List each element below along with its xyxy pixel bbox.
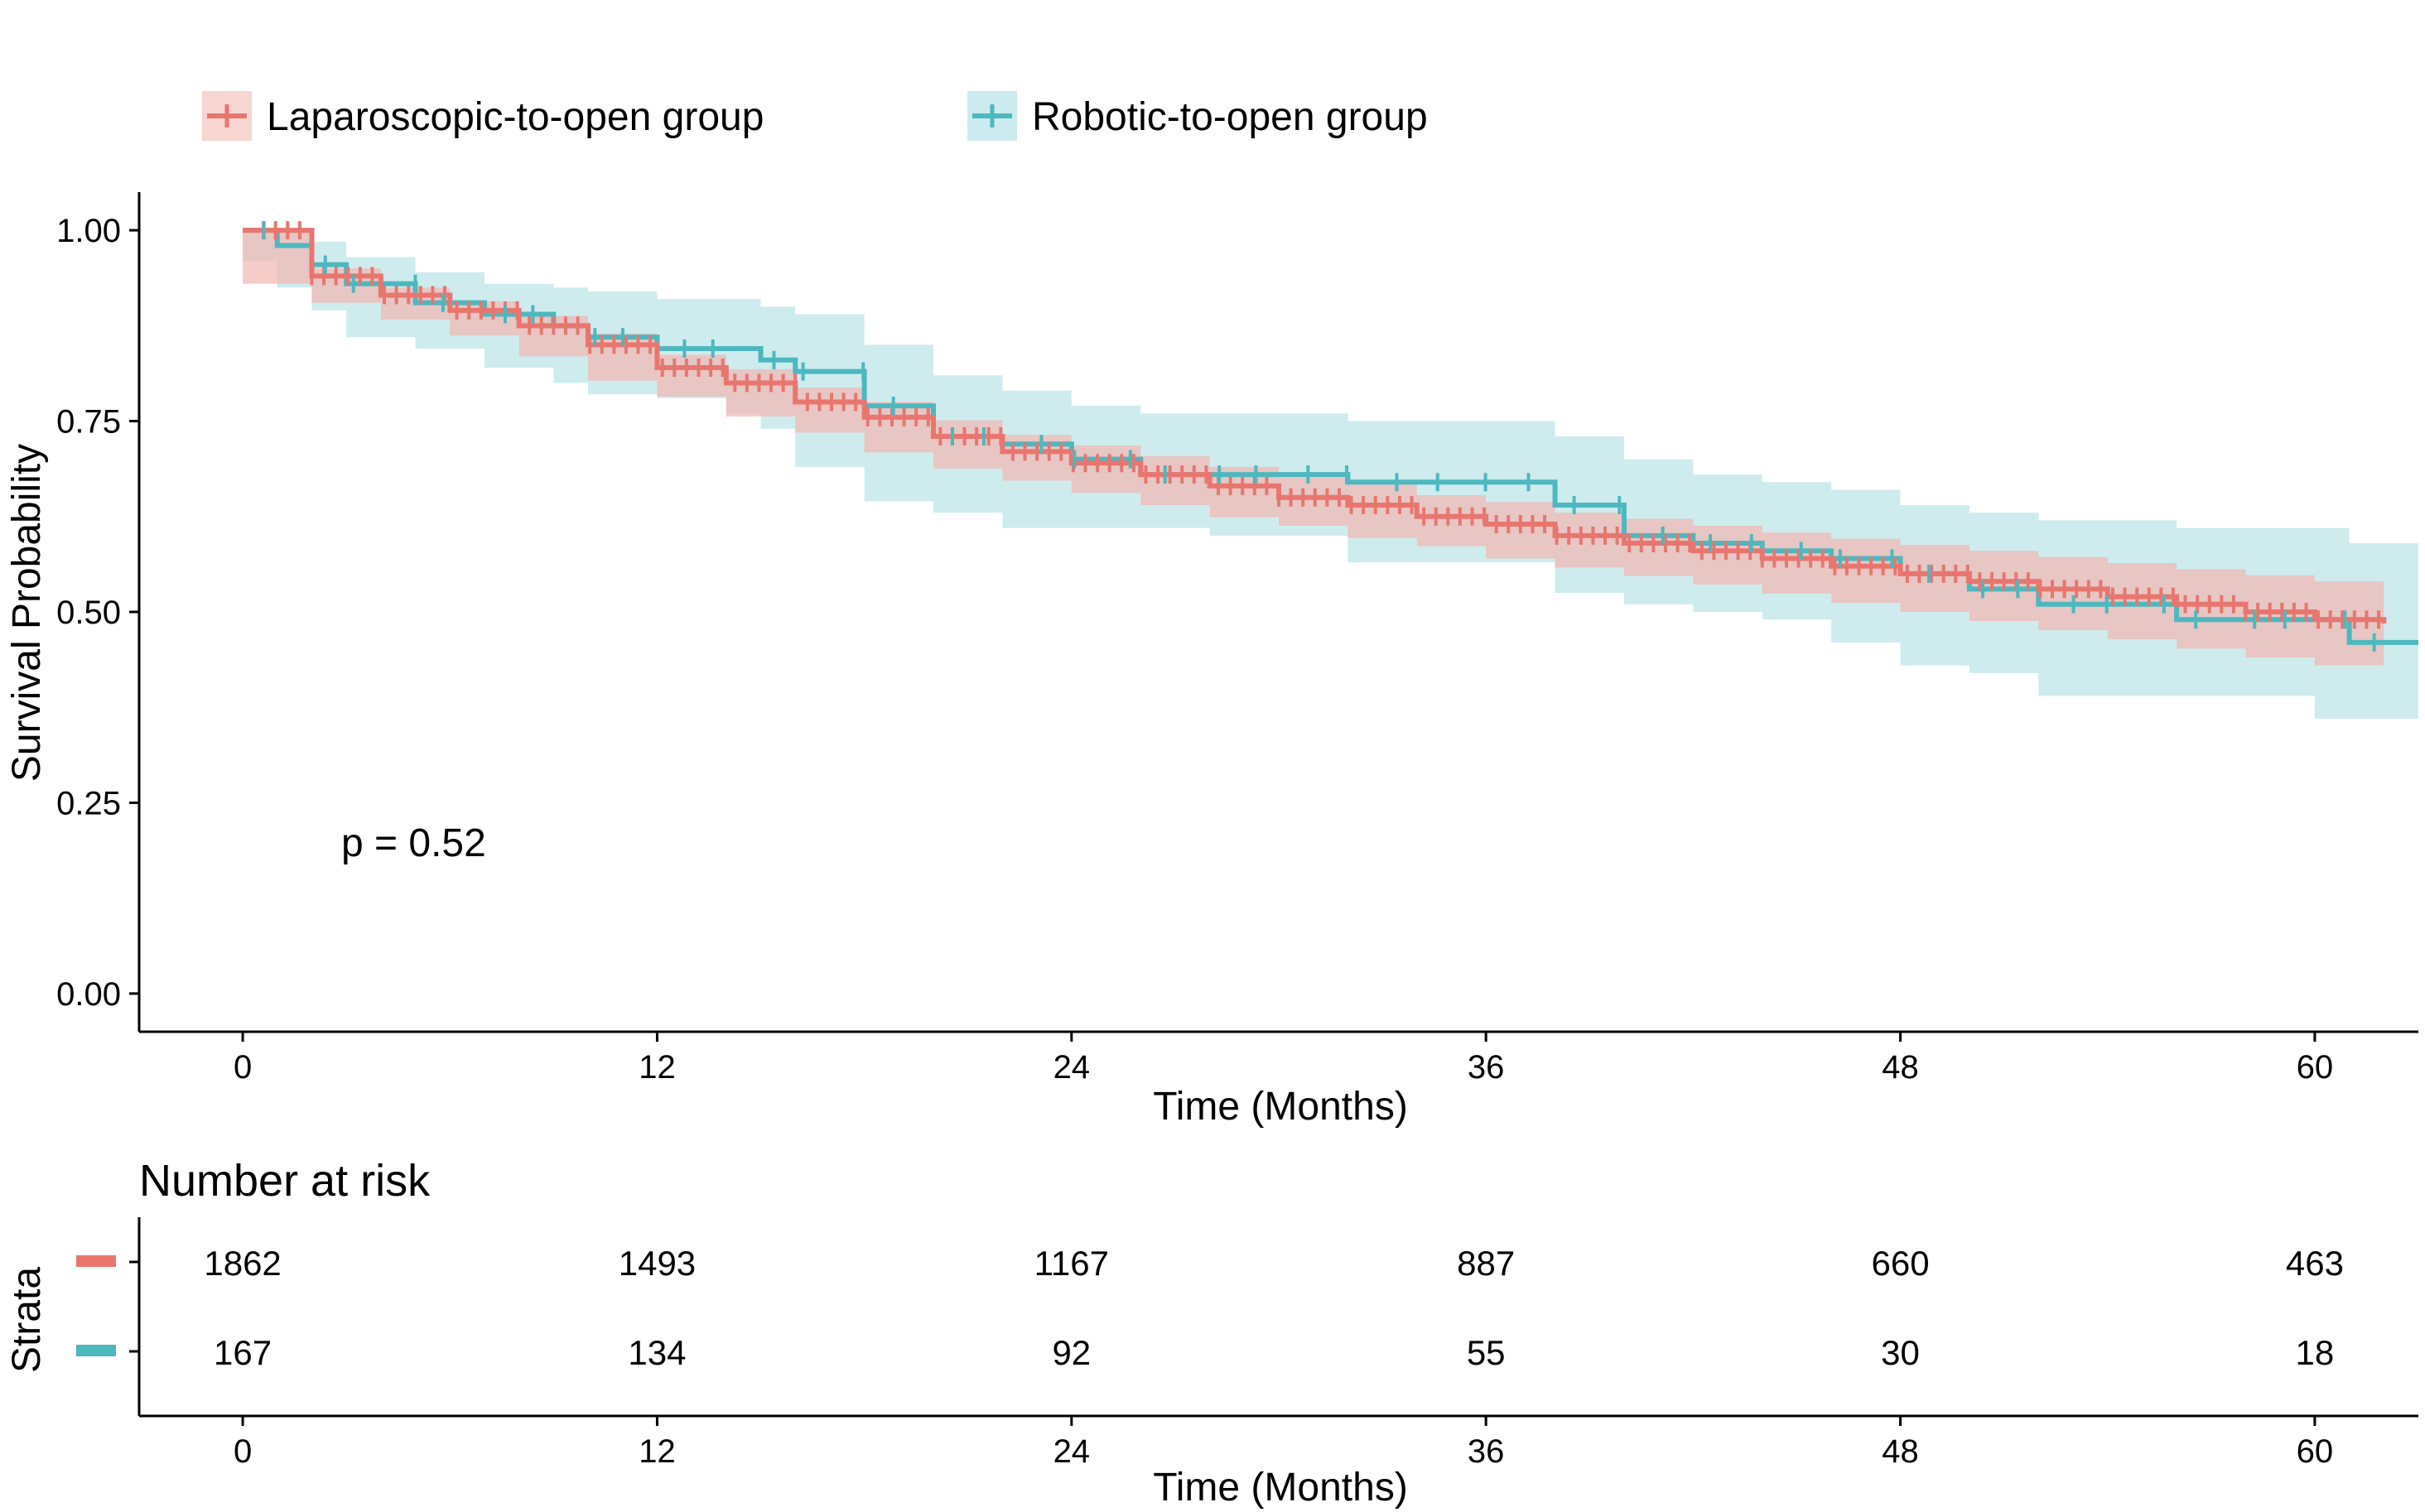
risk-cell: 167 (214, 1333, 272, 1372)
risk-cell: 55 (1467, 1333, 1506, 1372)
risk-cell: 1862 (204, 1244, 281, 1283)
strata-key-laparoscopic (76, 1255, 116, 1267)
y-tick-label: 0.00 (56, 976, 121, 1013)
legend-item-laparoscopic: Laparoscopic-to-open group (202, 91, 764, 141)
risk-cell: 1167 (1034, 1244, 1109, 1283)
x-tick-label: 48 (1882, 1049, 1919, 1086)
p-value-annotation: p = 0.52 (341, 821, 486, 865)
strata-axis-title: Strata (5, 1267, 49, 1373)
y-axis-title: Survival Probability (5, 444, 49, 782)
censor-marks (262, 221, 2381, 652)
y-tick-label: 0.50 (56, 595, 121, 631)
curve-laparoscopic (243, 228, 2387, 624)
risk-cell: 18 (2296, 1333, 2335, 1372)
strata-key-robotic (76, 1345, 116, 1356)
risk-table-axes: 0 12 24 36 48 60 (129, 1217, 2418, 1470)
y-tick-label: 0.75 (56, 404, 121, 441)
survival-plot: 0.00 0.25 0.50 0.75 1.00 0 12 24 36 48 60 p = 0.52… (5, 192, 2419, 1129)
legend-label-robotic: Robotic-to-open group (1032, 95, 1428, 139)
risk-x-tick-label: 60 (2297, 1433, 2334, 1470)
x-tick-label: 36 (1468, 1049, 1505, 1086)
legend-item-robotic: Robotic-to-open group (967, 91, 1428, 141)
risk-table-body: 1862 1493 1167 887 660 463 167 134 92 55 30 18 (76, 1244, 2344, 1372)
risk-cell: 92 (1052, 1333, 1091, 1372)
x-tick-label: 0 (234, 1049, 252, 1086)
legend: Laparoscopic-to-open group Robotic-to-op… (202, 91, 1428, 141)
x-tick-label: 12 (639, 1049, 676, 1086)
risk-cell: 30 (1881, 1333, 1920, 1372)
risk-x-tick-label: 12 (639, 1433, 676, 1470)
y-tick-label: 1.00 (56, 213, 121, 249)
x-axis-title: Time (Months) (1153, 1085, 1408, 1129)
risk-x-axis-title: Time (Months) (1153, 1466, 1408, 1510)
y-tick-label: 0.25 (56, 785, 121, 821)
x-tick-label: 24 (1053, 1049, 1091, 1086)
risk-x-tick-label: 36 (1468, 1433, 1505, 1470)
risk-table-title: Number at risk (139, 1156, 431, 1206)
risk-cell: 1493 (619, 1244, 696, 1283)
risk-x-tick-label: 24 (1053, 1433, 1091, 1470)
legend-label-laparoscopic: Laparoscopic-to-open group (267, 95, 764, 139)
risk-cell: 134 (628, 1333, 686, 1372)
risk-cell: 887 (1457, 1244, 1515, 1283)
risk-x-tick-label: 48 (1882, 1433, 1919, 1470)
risk-cell: 660 (1872, 1244, 1930, 1283)
risk-cell: 463 (2286, 1244, 2344, 1283)
number-at-risk-table: Number at risk Strata 1862 1493 1167 887 660… (5, 1156, 2418, 1510)
x-tick-label: 60 (2297, 1049, 2334, 1086)
plot-axes: 0.00 0.25 0.50 0.75 1.00 0 12 24 36 48 60 (56, 192, 2418, 1086)
survival-curves (243, 228, 2418, 645)
risk-x-tick-label: 0 (234, 1433, 252, 1470)
